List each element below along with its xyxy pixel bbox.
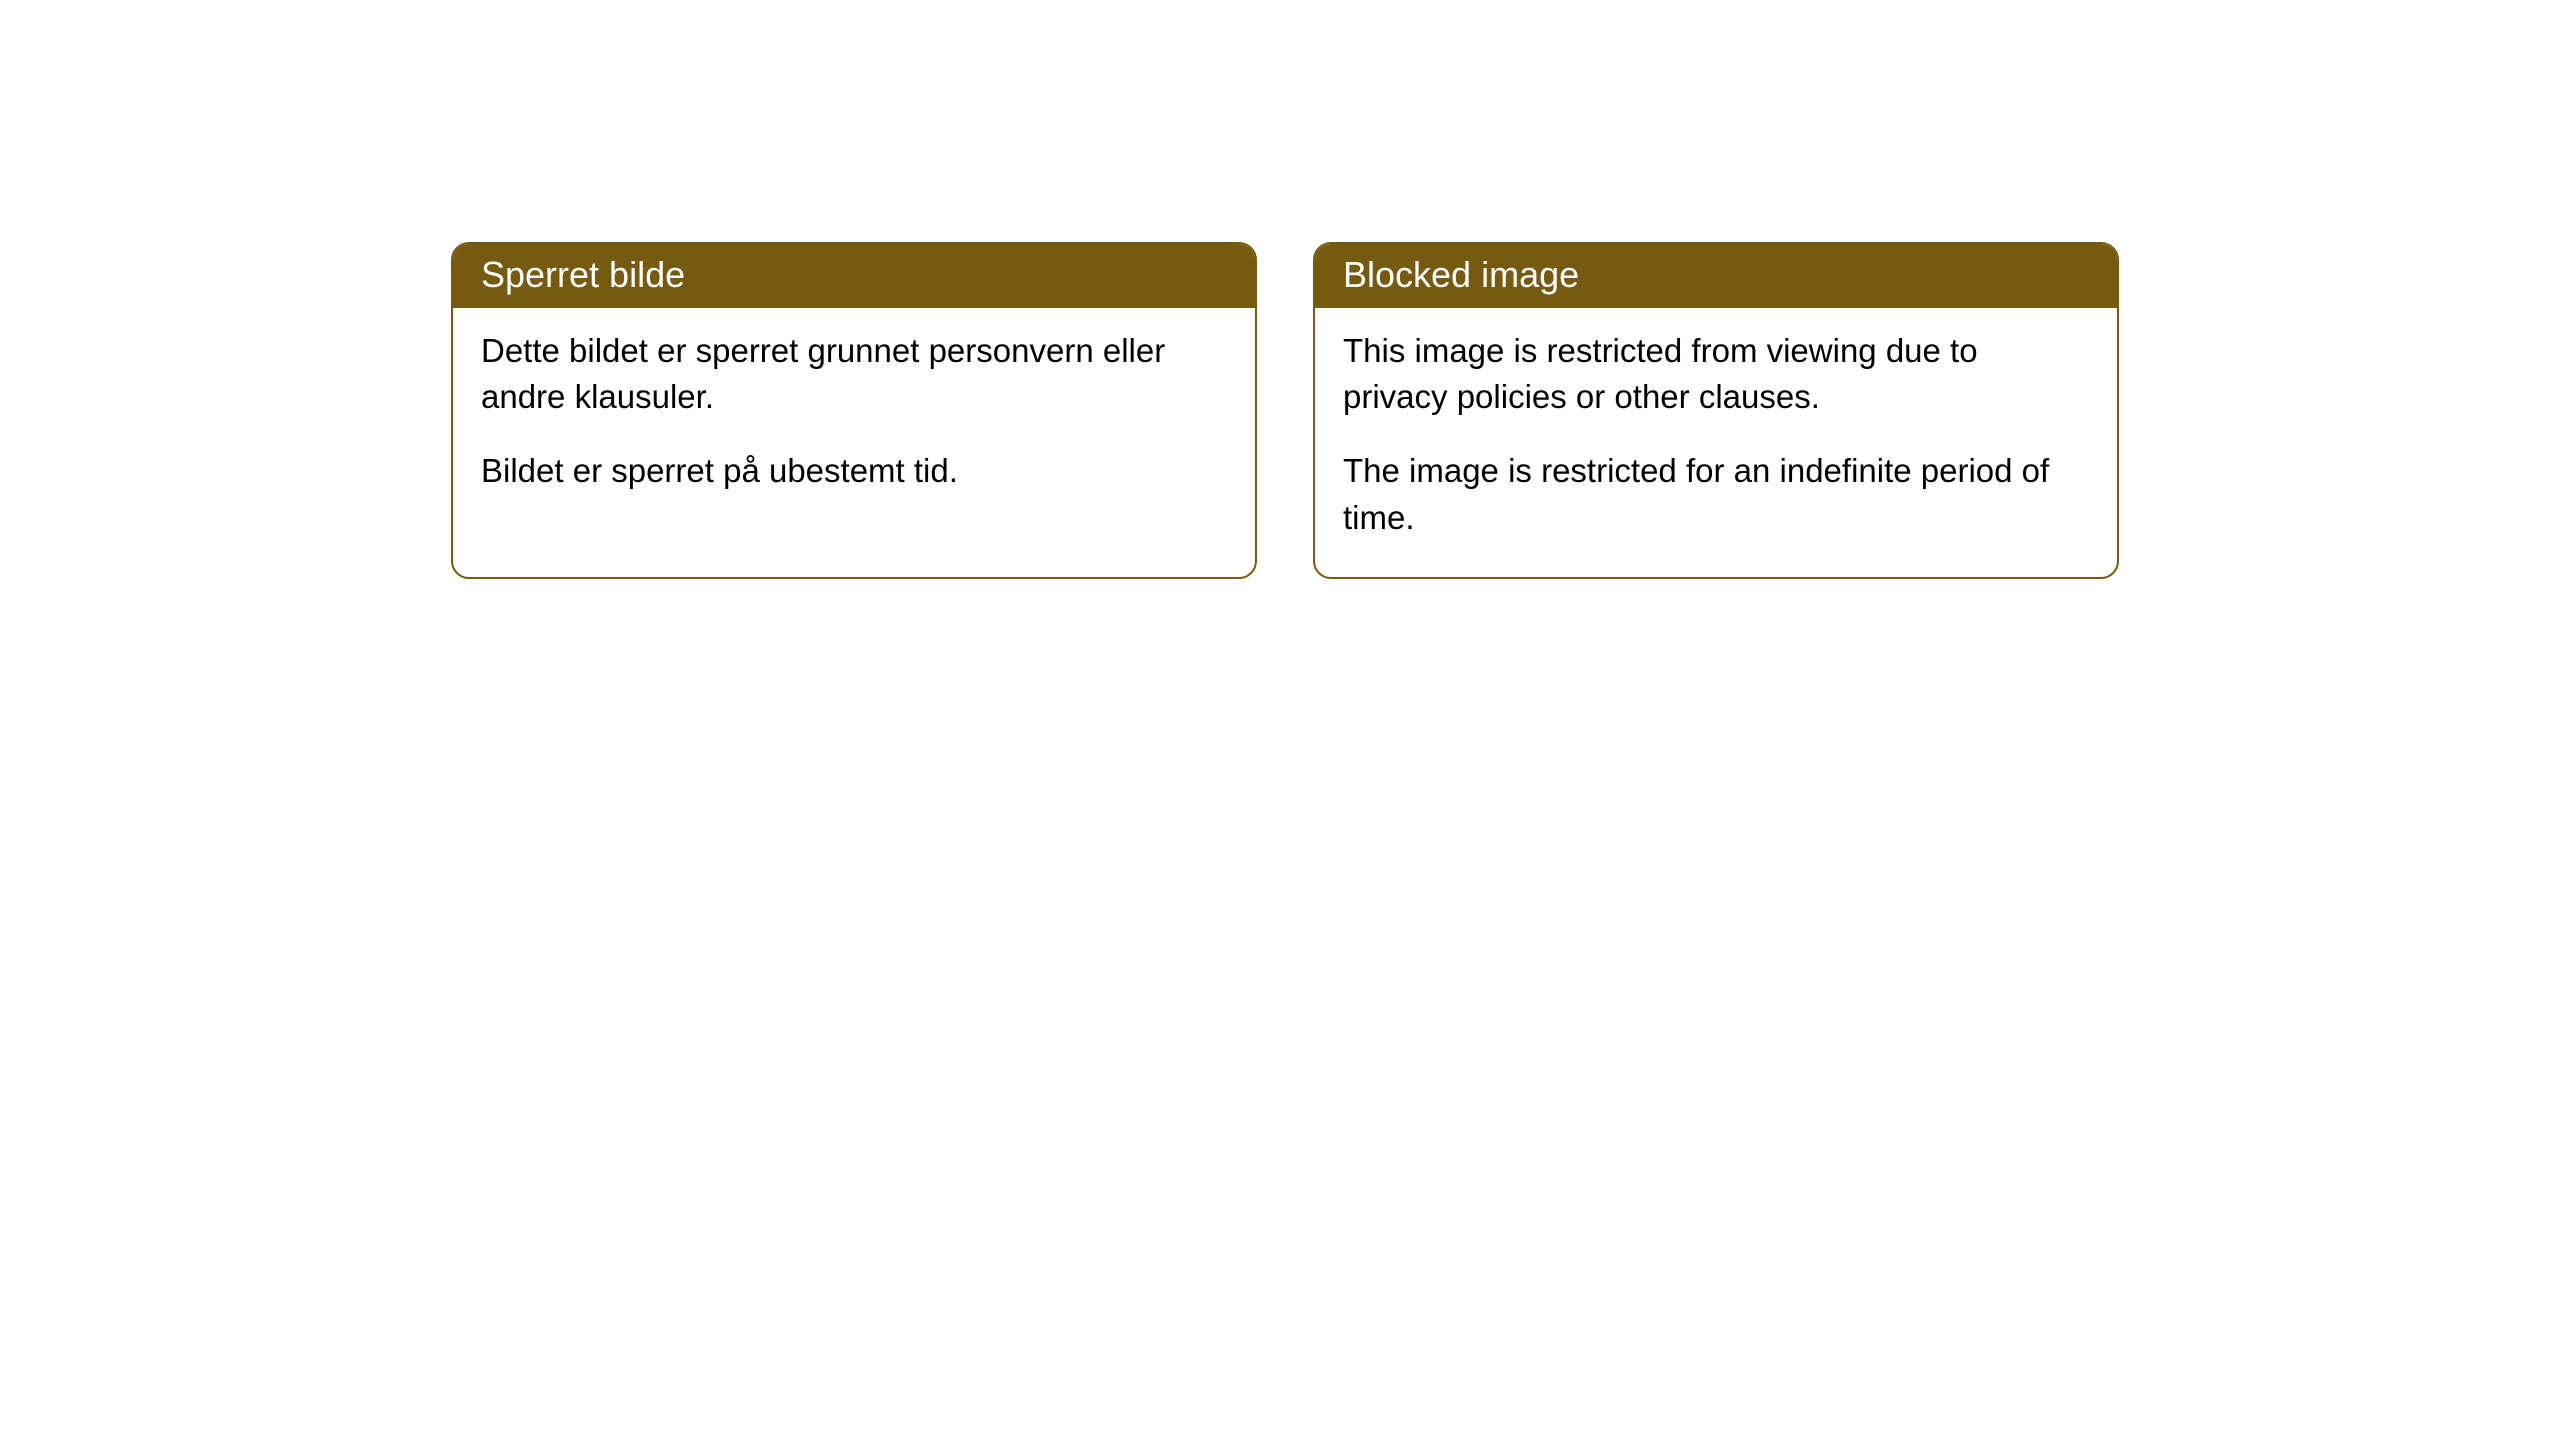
card-header: Blocked image bbox=[1315, 244, 2117, 308]
card-paragraph: This image is restricted from viewing du… bbox=[1343, 328, 2089, 420]
card-body: Dette bildet er sperret grunnet personve… bbox=[453, 308, 1255, 531]
card-paragraph: Dette bildet er sperret grunnet personve… bbox=[481, 328, 1227, 420]
notice-card-english: Blocked image This image is restricted f… bbox=[1313, 242, 2119, 579]
card-header: Sperret bilde bbox=[453, 244, 1255, 308]
card-body: This image is restricted from viewing du… bbox=[1315, 308, 2117, 577]
notice-container: Sperret bilde Dette bildet er sperret gr… bbox=[451, 242, 2119, 579]
notice-card-norwegian: Sperret bilde Dette bildet er sperret gr… bbox=[451, 242, 1257, 579]
card-paragraph: The image is restricted for an indefinit… bbox=[1343, 448, 2089, 540]
card-paragraph: Bildet er sperret på ubestemt tid. bbox=[481, 448, 1227, 494]
